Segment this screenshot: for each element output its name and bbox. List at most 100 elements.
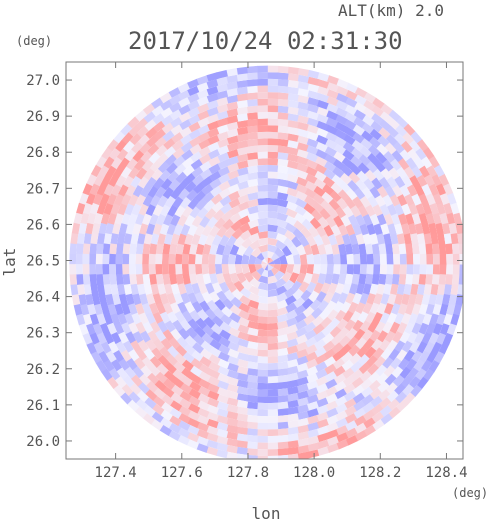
radar-gate	[397, 358, 410, 371]
radar-gate	[82, 332, 93, 345]
radar-gate	[247, 192, 259, 201]
radar-gate	[236, 453, 248, 459]
radar-gate	[196, 414, 210, 425]
radar-gate	[445, 274, 453, 286]
radar-gate	[366, 223, 377, 236]
radar-gate	[289, 244, 300, 256]
radar-gate	[78, 293, 87, 306]
radar-gate	[331, 342, 344, 354]
radar-gate	[416, 174, 428, 188]
radar-gate	[330, 182, 343, 195]
radar-gate	[296, 348, 309, 359]
radar-gate	[304, 187, 317, 199]
radar-gate	[216, 415, 229, 425]
radar-gate	[286, 194, 299, 204]
radar-gate	[136, 125, 149, 138]
radar-gate	[423, 233, 432, 245]
radar-gate	[236, 272, 247, 284]
radar-gate	[174, 205, 186, 218]
radar-gate	[227, 334, 240, 345]
radar-gate	[70, 232, 79, 245]
radar-gate	[247, 205, 259, 215]
radar-gate	[395, 399, 409, 412]
radar-gate	[338, 224, 349, 237]
radar-gate	[267, 264, 272, 271]
radar-gate	[338, 273, 347, 285]
radar-gate	[239, 229, 252, 241]
radar-gate	[247, 292, 260, 303]
radar-gate	[296, 362, 309, 373]
radar-gate	[428, 332, 439, 345]
radar-gate	[295, 319, 308, 331]
radar-gate	[149, 273, 157, 285]
radar-gate	[312, 201, 325, 213]
radar-gate	[226, 376, 239, 386]
radar-gate	[216, 421, 229, 432]
radar-gate	[335, 309, 347, 322]
radar-gate	[257, 396, 268, 404]
radar-gate	[110, 283, 119, 296]
radar-gate	[152, 204, 164, 217]
radar-gate	[356, 170, 369, 183]
radar-gate	[121, 303, 131, 316]
radar-gate	[418, 213, 429, 225]
radar-gate	[246, 428, 258, 436]
radar-gate	[231, 227, 244, 240]
radar-gate	[152, 293, 163, 305]
radar-gate	[100, 174, 112, 187]
radar-gate	[316, 390, 329, 401]
radar-gate	[347, 179, 360, 192]
radar-gate	[94, 212, 104, 225]
radar-gate	[89, 183, 100, 196]
radar-gate	[267, 322, 279, 331]
radar-gate	[277, 79, 289, 87]
radar-gate	[307, 124, 319, 134]
radar-gate	[96, 332, 107, 345]
radar-gate	[236, 379, 249, 389]
radar-gate	[187, 197, 200, 210]
radar-gate	[238, 302, 251, 313]
radar-gate	[393, 253, 401, 265]
radar-gate	[95, 263, 103, 275]
radar-gate	[226, 74, 239, 84]
radar-gate	[267, 269, 275, 278]
radar-gate	[186, 189, 198, 202]
radar-gate	[415, 313, 426, 326]
radar-gate	[274, 270, 285, 282]
radar-gate	[167, 345, 179, 358]
radar-gate	[110, 232, 119, 245]
radar-gate	[228, 253, 236, 265]
radar-gate	[438, 274, 447, 286]
radar-gate	[315, 149, 328, 160]
radar-gate	[387, 223, 397, 235]
radar-gate	[404, 322, 415, 335]
radar-gate	[257, 449, 268, 456]
radar-gate	[199, 215, 211, 228]
radar-gate	[122, 253, 130, 265]
radar-gate	[187, 410, 200, 421]
radar-gate	[145, 223, 156, 235]
radar-gate	[417, 284, 426, 296]
radar-gate	[315, 376, 328, 387]
radar-gate	[193, 326, 206, 338]
radar-gate	[411, 303, 422, 316]
radar-gate	[436, 202, 446, 215]
radar-gate	[223, 289, 236, 302]
radar-gate	[175, 171, 188, 184]
radar-gate	[317, 72, 330, 82]
radar-gate	[384, 213, 394, 226]
radar-gate	[203, 199, 216, 212]
radar-gate	[342, 149, 355, 161]
radar-gate	[227, 142, 239, 152]
radar-gate	[261, 264, 268, 268]
radar-gate	[267, 158, 279, 166]
radar-gate	[423, 284, 432, 296]
radar-gate	[170, 328, 182, 341]
radar-gate	[407, 293, 417, 306]
radar-gate	[380, 348, 393, 361]
radar-gate	[267, 382, 279, 390]
radar-gate	[409, 139, 421, 153]
radar-gate	[277, 368, 289, 377]
radar-gate	[362, 302, 373, 315]
radar-gate	[161, 122, 175, 134]
